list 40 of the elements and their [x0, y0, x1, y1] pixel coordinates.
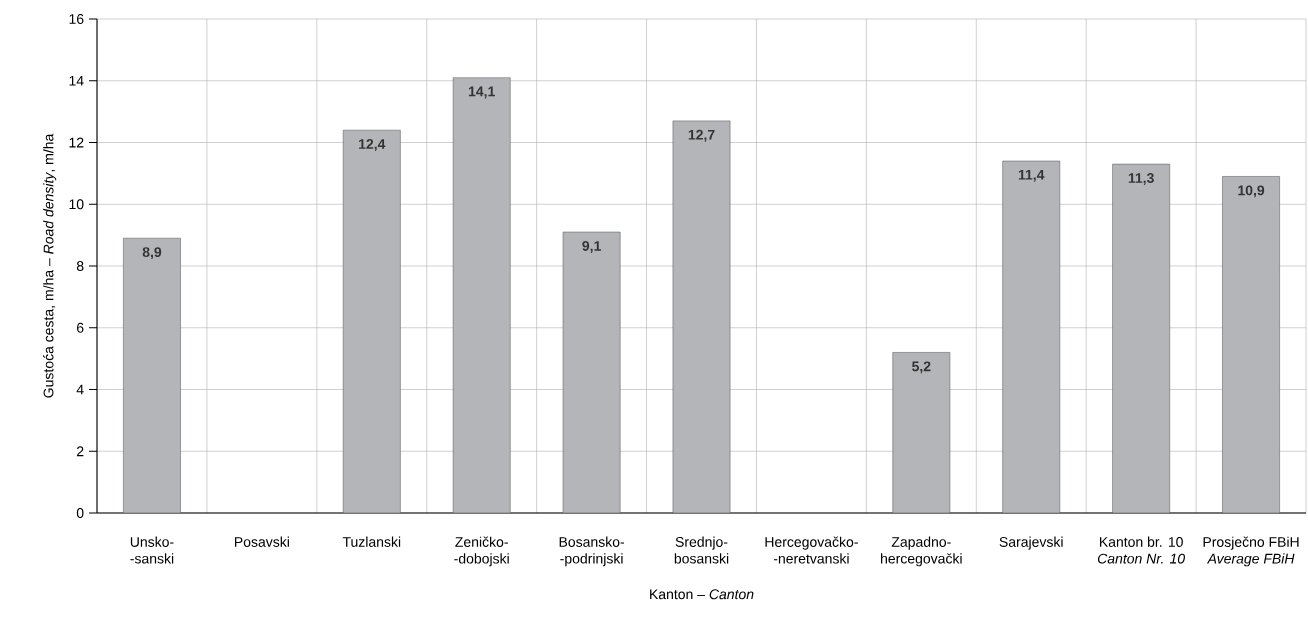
x-tick-label: Zeničko- -dobojski	[454, 536, 509, 567]
y-tick-label: 14	[69, 75, 84, 86]
bar	[123, 237, 181, 513]
data-label: 14,1	[468, 86, 495, 99]
bar	[892, 352, 951, 513]
x-tick-label: Srednjo- bosanski	[674, 536, 729, 564]
x-tick-label: Posavski	[235, 536, 289, 547]
data-label: 10,9	[1238, 185, 1265, 198]
y-tick-label: 12	[69, 137, 84, 148]
data-label: 11,4	[1018, 169, 1045, 182]
x-tick-label: Hercegovačko- -neretvanski	[765, 536, 858, 564]
bar	[1222, 176, 1280, 513]
x-tick-label: Zapadno- hercegovački	[881, 536, 962, 567]
x-tick-label: Bosansko- -podrinjski	[559, 536, 625, 567]
x-tick-label: Unsko- -sanski	[130, 536, 174, 564]
data-label: 5,2	[912, 361, 931, 374]
x-axis-title: Kanton – Canton	[650, 589, 754, 600]
x-tick-label: Sarajevski	[999, 536, 1063, 550]
y-tick-label: 4	[76, 384, 84, 395]
data-label: 12,4	[359, 139, 386, 152]
y-tick-label: 0	[76, 508, 84, 518]
data-label: 12,7	[688, 129, 715, 142]
data-label: 9,1	[582, 240, 601, 253]
y-tick-label: 8	[76, 261, 84, 271]
data-label: 11,3	[1128, 173, 1154, 185]
y-tick-label: 16	[69, 14, 84, 24]
y-tick-label: 6	[77, 322, 84, 333]
bar	[1002, 160, 1061, 513]
y-axis-title: Gustoća cesta, m/ha – Road density, m/ha	[43, 133, 57, 398]
bar	[452, 77, 511, 513]
x-tick-label: Prosječno FBiH Average FBiH	[1203, 536, 1299, 567]
y-tick-label: 2	[77, 446, 84, 457]
bar	[672, 120, 731, 513]
bar	[342, 129, 401, 513]
bar	[562, 231, 621, 513]
x-tick-label: Tuzlanski	[342, 536, 401, 547]
x-tick-label: Kanton br. 10 Canton Nr. 10	[1097, 536, 1185, 564]
y-tick-label: 10	[69, 199, 84, 210]
bar	[1112, 163, 1170, 513]
data-label: 8,9	[142, 247, 162, 260]
